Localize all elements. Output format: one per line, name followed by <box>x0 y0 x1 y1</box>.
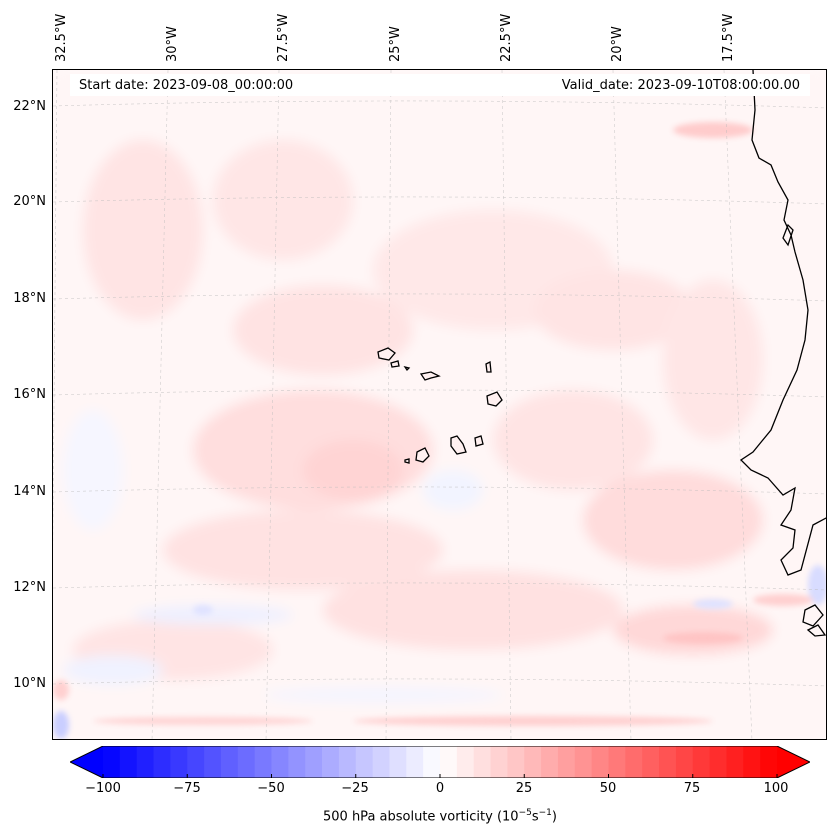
lon-label-30w: 30°W <box>165 26 180 62</box>
colorbar-bin <box>271 746 289 778</box>
colorbar-bin <box>220 746 239 778</box>
lon-label-22-5w: 22.5°W <box>499 13 514 62</box>
colorbar-bin <box>726 746 744 778</box>
colorbar-bin <box>557 746 576 778</box>
colorbar-bin <box>440 746 458 778</box>
colorbar-bin <box>423 746 441 778</box>
colorbar-bin <box>237 746 256 778</box>
colorbar-tick-label: 100 <box>763 781 789 796</box>
colorbar-bin <box>608 746 626 778</box>
lat-label-18n: 18°N <box>13 291 46 306</box>
lat-label-16n: 16°N <box>13 387 46 402</box>
colorbar-bin <box>288 746 306 778</box>
map-canvas <box>53 70 826 739</box>
colorbar-bin <box>322 746 340 778</box>
colorbar <box>70 746 810 778</box>
start-date-label: Start date: 2023-09-08_00:00:00 <box>79 78 294 93</box>
colorbar-bin <box>389 746 407 778</box>
colorbar-bin <box>406 746 424 778</box>
lat-label-22n: 22°N <box>13 99 46 114</box>
colorbar-bin <box>659 746 677 778</box>
lat-label-20n: 20°N <box>13 194 46 209</box>
colorbar-bin <box>204 746 222 778</box>
colorbar-tick-label: −50 <box>257 781 285 796</box>
colorbar-title: 500 hPa absolute vorticity (10−5s−1) <box>323 808 557 825</box>
lon-label-17-5w: 17.5°W <box>721 13 736 62</box>
vorticity-bands <box>53 122 826 739</box>
colorbar-bin <box>136 746 155 778</box>
colorbar-bin <box>642 746 660 778</box>
colorbar-bin <box>456 746 475 778</box>
info-bar <box>70 74 810 96</box>
colorbar-bin <box>760 746 778 778</box>
vorticity-map <box>52 69 827 740</box>
colorbar-bin <box>692 746 711 778</box>
colorbar-bin <box>153 746 171 778</box>
colorbar-bin <box>541 746 559 778</box>
cape-verde-islands <box>377 347 503 464</box>
colorbar-bin <box>574 746 593 778</box>
colorbar-tickmarks <box>102 774 778 778</box>
graticule <box>53 70 826 739</box>
colorbar-extend-min <box>70 746 103 778</box>
colorbar-bin <box>254 746 273 778</box>
colorbar-bin <box>355 746 374 778</box>
colorbar-bin <box>170 746 188 778</box>
colorbar-tick-label: 0 <box>435 781 445 796</box>
colorbar-bin <box>625 746 643 778</box>
colorbar-bin <box>490 746 508 778</box>
colorbar-tick-label: 25 <box>515 781 533 796</box>
colorbar-tick-label: −100 <box>85 781 121 796</box>
valid-date-label: Valid_date: 2023-09-10T08:00:00.00 <box>561 78 800 93</box>
colorbar-bin <box>507 746 525 778</box>
colorbar-bin <box>591 746 610 778</box>
lon-label-27-5w: 27.5°W <box>276 13 291 62</box>
lat-label-10n: 10°N <box>13 676 46 691</box>
colorbar-bin <box>372 746 391 778</box>
colorbar-tick-label: 75 <box>683 781 701 796</box>
lat-label-14n: 14°N <box>13 484 46 499</box>
colorbar-bin <box>187 746 205 778</box>
colorbar-tick-label: −75 <box>173 781 201 796</box>
colorbar-bin <box>743 746 761 778</box>
colorbar-bin <box>119 746 138 778</box>
colorbar-bin <box>103 746 121 778</box>
lat-label-12n: 12°N <box>13 580 46 595</box>
coastlines <box>739 70 826 637</box>
colorbar-bin <box>305 746 323 778</box>
lon-label-20w: 20°W <box>610 26 625 62</box>
lon-label-25w: 25°W <box>388 26 403 62</box>
colorbar-tick-label: −25 <box>341 781 369 796</box>
colorbar-bins <box>70 746 810 778</box>
lon-label-32-5w: 32.5°W <box>54 13 69 62</box>
colorbar-bin <box>338 746 357 778</box>
colorbar-bin <box>675 746 694 778</box>
colorbar-bin <box>473 746 492 778</box>
colorbar-extend-max <box>777 746 810 778</box>
colorbar-tick-label: 50 <box>599 781 617 796</box>
colorbar-bin <box>524 746 542 778</box>
colorbar-bin <box>709 746 728 778</box>
